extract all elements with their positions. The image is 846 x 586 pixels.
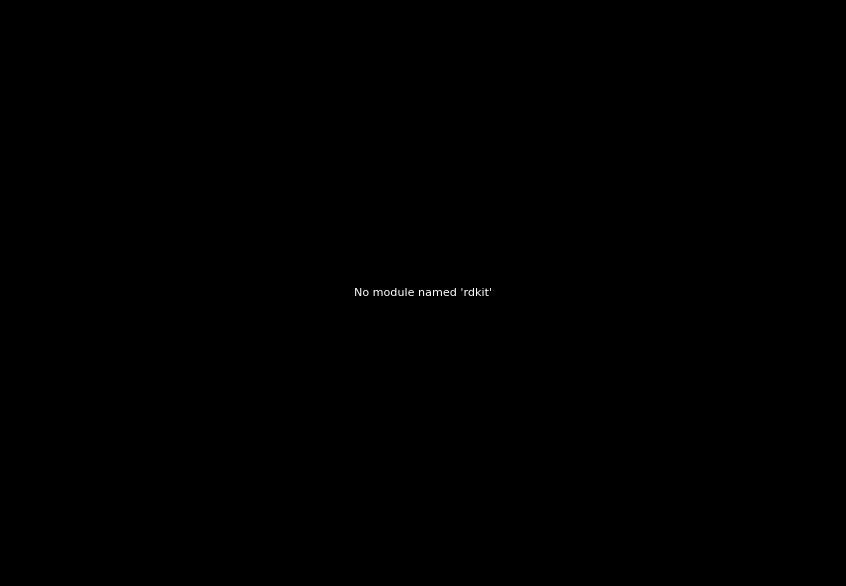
Text: No module named 'rdkit': No module named 'rdkit' xyxy=(354,288,492,298)
